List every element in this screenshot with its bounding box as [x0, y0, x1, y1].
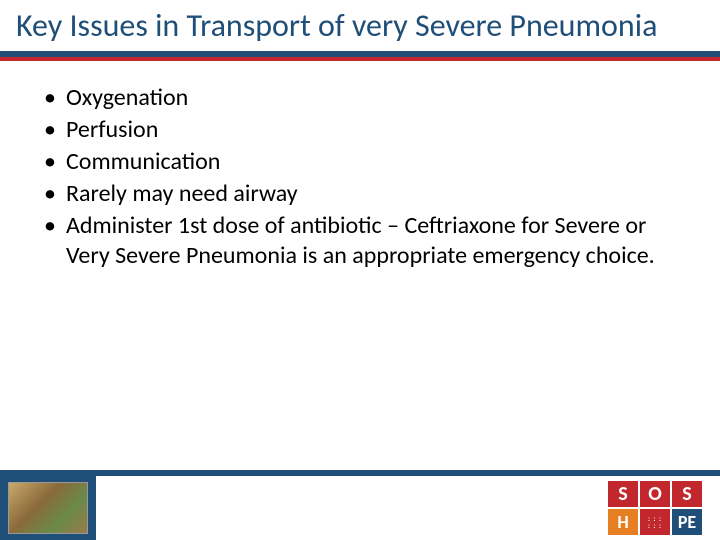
list-item: • Perfusion [44, 115, 680, 145]
bullet-list: • Oxygenation • Perfusion • Communicatio… [44, 83, 680, 271]
footer-mid [96, 476, 590, 540]
logo-cell: : : :: : : [640, 509, 670, 535]
footer-logo-block: S O S H : : :: : : PE [590, 476, 720, 540]
footer-bar: S O S H : : :: : : PE [0, 476, 720, 540]
logo-cell: O [640, 481, 670, 507]
footer-region: S O S H : : :: : : PE [0, 476, 720, 540]
bullet-text: Administer 1st dose of antibiotic – Ceft… [66, 211, 680, 271]
sos-hope-logo-icon: S O S H : : :: : : PE [608, 481, 702, 535]
content-region: • Oxygenation • Perfusion • Communicatio… [0, 61, 720, 540]
logo-cell: H [608, 509, 638, 535]
list-item: • Administer 1st dose of antibiotic – Ce… [44, 211, 680, 271]
bullet-text: Communication [66, 147, 680, 177]
logo-cell: S [672, 481, 702, 507]
bullet-marker-icon: • [44, 179, 66, 209]
slide-title: Key Issues in Transport of very Severe P… [16, 8, 704, 45]
footer-image-block [0, 476, 96, 540]
list-item: • Oxygenation [44, 83, 680, 113]
bullet-marker-icon: • [44, 211, 66, 241]
list-item: • Rarely may need airway [44, 179, 680, 209]
slide: Key Issues in Transport of very Severe P… [0, 0, 720, 540]
title-region: Key Issues in Transport of very Severe P… [0, 0, 720, 51]
bullet-text: Perfusion [66, 115, 680, 145]
bullet-marker-icon: • [44, 83, 66, 113]
bullet-text: Rarely may need airway [66, 179, 680, 209]
bullet-marker-icon: • [44, 147, 66, 177]
cheetah-image-icon [8, 482, 88, 534]
bullet-marker-icon: • [44, 115, 66, 145]
title-separator [0, 51, 720, 61]
bullet-text: Oxygenation [66, 83, 680, 113]
logo-cell: S [608, 481, 638, 507]
logo-cell: PE [672, 509, 702, 535]
list-item: • Communication [44, 147, 680, 177]
